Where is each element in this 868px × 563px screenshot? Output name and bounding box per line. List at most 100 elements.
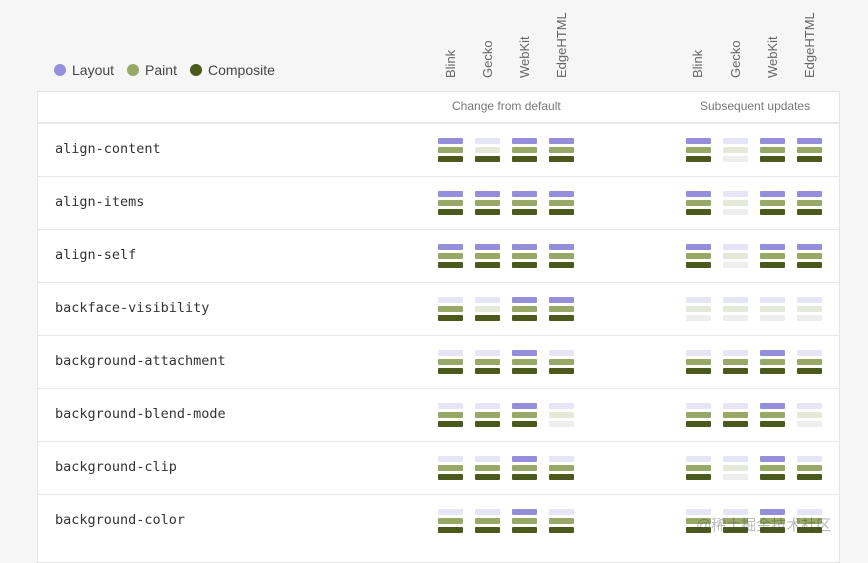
paint-bar: [686, 253, 711, 259]
paint-bar: [549, 147, 574, 153]
layout-bar: [723, 350, 748, 356]
cell-subsequent-edgehtml: [797, 297, 822, 325]
table-row: background-blend-mode: [38, 388, 839, 442]
composite-bar: [723, 527, 748, 533]
composite-bar: [549, 527, 574, 533]
composite-bar: [760, 421, 785, 427]
layout-bar: [549, 138, 574, 144]
paint-bar: [723, 465, 748, 471]
paint-bar: [686, 465, 711, 471]
cell-subsequent-webkit: [760, 456, 785, 484]
layout-bar: [438, 509, 463, 515]
composite-bar: [797, 421, 822, 427]
composite-bar: [797, 315, 822, 321]
layout-bar: [475, 403, 500, 409]
layout-bar: [723, 456, 748, 462]
paint-bar: [475, 359, 500, 365]
legend-layout-label: Layout: [72, 62, 115, 78]
paint-bar: [512, 253, 537, 259]
paint-bar: [475, 147, 500, 153]
composite-bar: [797, 156, 822, 162]
paint-bar: [549, 412, 574, 418]
paint-bar: [723, 412, 748, 418]
cell-subsequent-gecko: [723, 244, 748, 272]
paint-bar: [686, 412, 711, 418]
composite-bar: [723, 368, 748, 374]
composite-bar: [760, 315, 785, 321]
layout-bar: [475, 297, 500, 303]
cell-default-blink: [438, 138, 463, 166]
layout-bar: [475, 138, 500, 144]
cell-subsequent-edgehtml: [797, 509, 822, 537]
composite-bar: [549, 209, 574, 215]
layout-bar: [760, 244, 785, 250]
layout-bar: [797, 350, 822, 356]
paint-bar: [512, 200, 537, 206]
engine-header-webkit-subsequent: WebKit: [765, 36, 780, 78]
layout-bar: [760, 403, 785, 409]
cell-subsequent-blink: [686, 191, 711, 219]
cell-subsequent-webkit: [760, 350, 785, 378]
layout-bar: [723, 138, 748, 144]
paint-bar: [438, 253, 463, 259]
paint-bar: [438, 465, 463, 471]
paint-bar: [723, 253, 748, 259]
paint-bar: [475, 412, 500, 418]
layout-bar: [760, 297, 785, 303]
cell-default-edgehtml: [549, 244, 574, 272]
layout-bar: [797, 138, 822, 144]
layout-bar: [797, 191, 822, 197]
cell-default-blink: [438, 191, 463, 219]
paint-bar: [760, 306, 785, 312]
composite-dot-icon: [189, 64, 202, 76]
cell-default-gecko: [475, 403, 500, 431]
legend-paint-label: Paint: [145, 62, 177, 78]
layout-bar: [438, 350, 463, 356]
paint-bar: [723, 359, 748, 365]
table-row: align-items: [38, 176, 839, 230]
cell-subsequent-webkit: [760, 297, 785, 325]
paint-bar: [512, 147, 537, 153]
layout-bar: [475, 244, 500, 250]
composite-bar: [549, 156, 574, 162]
cell-default-blink: [438, 297, 463, 325]
layout-bar: [760, 138, 785, 144]
legend-composite-label: Composite: [207, 62, 275, 78]
paint-bar: [760, 412, 785, 418]
layout-bar: [723, 244, 748, 250]
cell-subsequent-gecko: [723, 297, 748, 325]
cell-subsequent-edgehtml: [797, 191, 822, 219]
paint-bar: [797, 465, 822, 471]
cell-subsequent-blink: [686, 138, 711, 166]
legend-composite: Composite: [189, 62, 275, 78]
layout-bar: [723, 403, 748, 409]
layout-bar: [438, 244, 463, 250]
composite-bar: [549, 421, 574, 427]
layout-dot-icon: [54, 64, 66, 76]
paint-bar: [760, 253, 785, 259]
engine-header-edgehtml-subsequent: EdgeHTML: [802, 12, 817, 78]
layout-bar: [438, 456, 463, 462]
cell-subsequent-webkit: [760, 191, 785, 219]
composite-bar: [512, 262, 537, 268]
layout-bar: [549, 350, 574, 356]
cell-subsequent-gecko: [723, 456, 748, 484]
paint-bar: [438, 412, 463, 418]
paint-bar: [549, 518, 574, 524]
cell-subsequent-edgehtml: [797, 456, 822, 484]
paint-bar: [686, 518, 711, 524]
composite-bar: [686, 209, 711, 215]
cell-subsequent-blink: [686, 350, 711, 378]
engine-header-gecko-subsequent: Gecko: [728, 40, 743, 78]
property-table: Change from default Subsequent updates a…: [37, 91, 840, 563]
layout-bar: [797, 297, 822, 303]
paint-bar: [512, 306, 537, 312]
legend-paint: Paint: [127, 62, 177, 78]
cell-default-edgehtml: [549, 456, 574, 484]
composite-bar: [723, 262, 748, 268]
paint-bar: [512, 518, 537, 524]
cell-subsequent-blink: [686, 403, 711, 431]
cell-default-edgehtml: [549, 138, 574, 166]
layout-bar: [438, 191, 463, 197]
composite-bar: [686, 315, 711, 321]
